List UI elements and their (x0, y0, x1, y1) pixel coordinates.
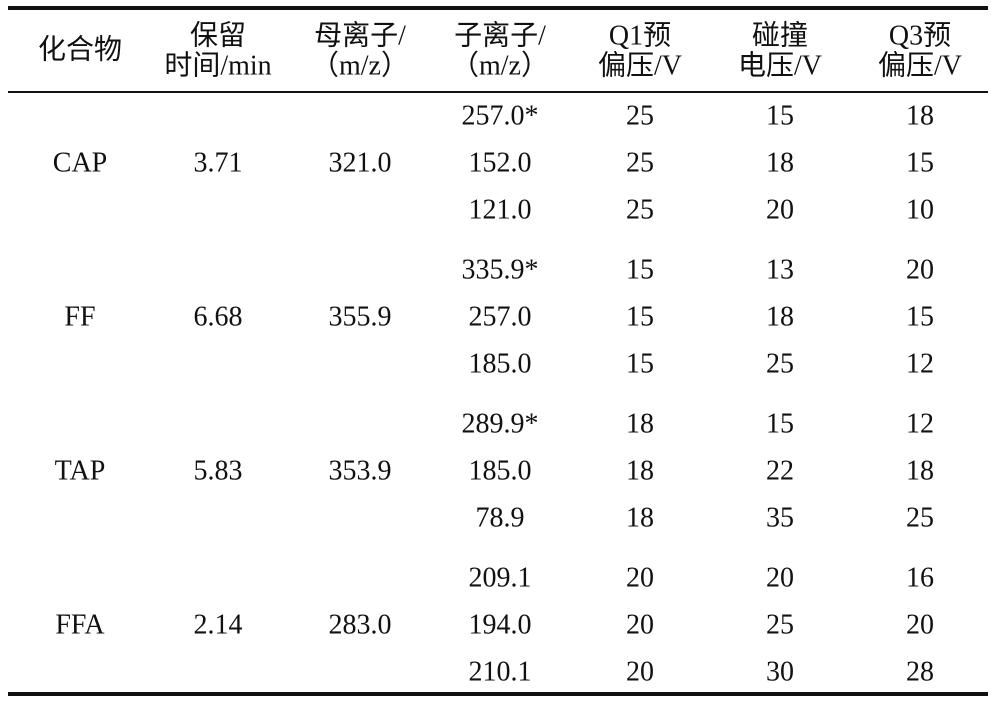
compound-cell: FFA (55, 609, 105, 640)
retention-cell: 5.83 (194, 455, 243, 486)
compound-cell: FF (64, 301, 95, 332)
data-cell: 20 (766, 194, 794, 225)
data-cell: 28 (906, 656, 934, 687)
parent-ion-cell: 355.9 (329, 301, 392, 332)
header-cell: 偏压/V (598, 49, 682, 81)
retention-cell: 3.71 (194, 147, 243, 178)
data-cell: 18 (906, 455, 934, 486)
data-cell: 25 (766, 348, 794, 379)
data-cell: 25 (626, 100, 654, 131)
data-cell: 15 (626, 301, 654, 332)
header-cell: （m/z） (451, 49, 549, 81)
header-cell: Q3预 (889, 20, 951, 51)
data-cell: 20 (766, 562, 794, 593)
data-cell: 12 (906, 408, 934, 439)
data-cell: 12 (906, 348, 934, 379)
data-cell: 15 (906, 301, 934, 332)
data-cell: 30 (766, 656, 794, 687)
parent-ion-cell: 321.0 (329, 147, 392, 178)
data-cell: 25 (766, 609, 794, 640)
data-cell: 25 (626, 194, 654, 225)
header-cell: 时间/min (164, 49, 271, 81)
data-cell: 20 (626, 562, 654, 593)
header-cell: 化合物 (38, 33, 122, 65)
header-cell: Q1预 (609, 20, 671, 51)
header-cell: 保留 (190, 19, 246, 51)
data-cell: 20 (626, 609, 654, 640)
data-cell: 335.9* (462, 254, 539, 285)
header-cell: （m/z） (311, 49, 409, 81)
data-cell: 18 (626, 455, 654, 486)
data-cell: 20 (906, 609, 934, 640)
data-cell: 16 (906, 562, 934, 593)
parent-ion-cell: 283.0 (329, 609, 392, 640)
data-cell: 35 (766, 502, 794, 533)
data-cell: 209.1 (469, 562, 532, 593)
retention-cell: 2.14 (194, 609, 243, 640)
header-cell: 碰撞 (752, 19, 808, 51)
data-cell: 18 (766, 147, 794, 178)
data-cell: 15 (626, 348, 654, 379)
data-cell: 15 (766, 408, 794, 439)
data-cell: 257.0 (469, 301, 532, 332)
data-cell: 15 (626, 254, 654, 285)
data-cell: 20 (906, 254, 934, 285)
header-cell: 电压/V (738, 49, 822, 81)
data-cell: 185.0 (469, 348, 532, 379)
header-cell: 子离子/ (454, 19, 546, 51)
data-cell: 78.9 (476, 502, 525, 533)
data-cell: 25 (626, 147, 654, 178)
data-cell: 18 (766, 301, 794, 332)
data-cell: 121.0 (469, 194, 532, 225)
data-cell: 15 (766, 100, 794, 131)
data-cell: 18 (626, 502, 654, 533)
data-cell: 152.0 (469, 147, 532, 178)
data-cell: 18 (906, 100, 934, 131)
data-cell: 20 (626, 656, 654, 687)
data-cell: 10 (906, 194, 934, 225)
data-cell: 22 (766, 455, 794, 486)
header-cell: 母离子/ (314, 19, 406, 51)
data-cell: 25 (906, 502, 934, 533)
retention-cell: 6.68 (194, 301, 243, 332)
parent-ion-cell: 353.9 (329, 455, 392, 486)
data-cell: 15 (906, 147, 934, 178)
data-cell: 257.0* (462, 100, 539, 131)
compound-cell: CAP (53, 147, 107, 178)
data-cell: 13 (766, 254, 794, 285)
data-cell: 194.0 (469, 609, 532, 640)
compound-cell: TAP (55, 455, 106, 486)
data-cell: 18 (626, 408, 654, 439)
data-cell: 185.0 (469, 455, 532, 486)
data-cell: 210.1 (469, 656, 532, 687)
header-cell: 偏压/V (878, 49, 962, 81)
data-cell: 289.9* (462, 408, 539, 439)
